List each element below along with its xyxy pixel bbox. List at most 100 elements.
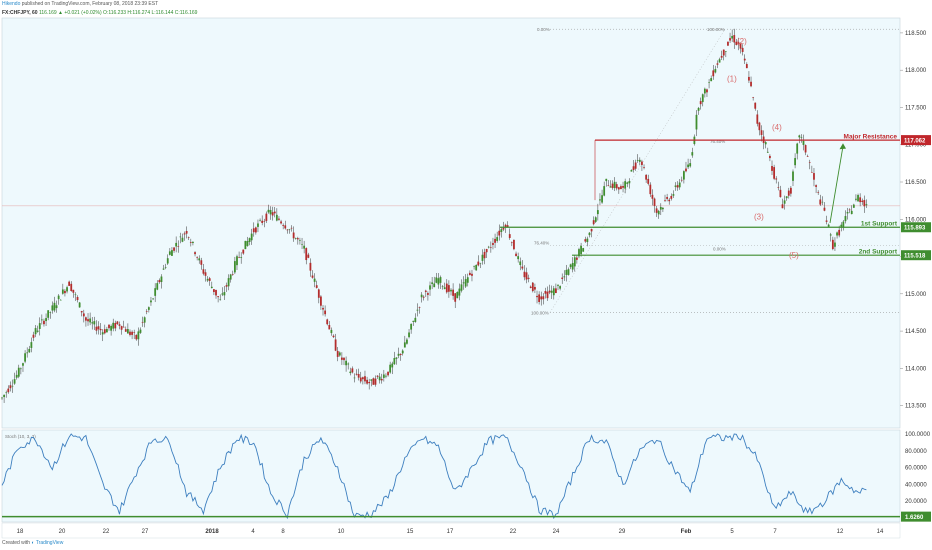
level-name-label: 2nd Support bbox=[859, 249, 898, 256]
candle-body bbox=[391, 363, 394, 368]
x-tick-label: 20 bbox=[59, 529, 66, 535]
candle-body bbox=[752, 97, 755, 98]
candle-body bbox=[382, 374, 385, 378]
candle-body bbox=[529, 286, 532, 288]
candle-body bbox=[634, 162, 637, 169]
candle-body bbox=[548, 290, 551, 293]
candle-body bbox=[282, 225, 285, 226]
x-tick-label: 17 bbox=[447, 529, 454, 535]
candle-body bbox=[586, 238, 589, 243]
chart-header: Hikendo published on TradingView.com, Fe… bbox=[2, 0, 602, 18]
candle-body bbox=[13, 379, 16, 384]
candle-body bbox=[697, 107, 700, 111]
candle-body bbox=[126, 329, 129, 334]
candle-body bbox=[299, 240, 301, 241]
candle-body bbox=[685, 168, 687, 172]
candle-body bbox=[244, 240, 247, 250]
candle-body bbox=[229, 274, 232, 280]
footer-created: Created with bbox=[2, 540, 31, 546]
candle-body bbox=[40, 319, 43, 321]
candle-body bbox=[309, 262, 312, 271]
candle-body bbox=[403, 342, 406, 348]
candle-body bbox=[36, 330, 39, 332]
candle-body bbox=[502, 227, 505, 230]
candle-body bbox=[206, 278, 209, 281]
candle-body bbox=[689, 163, 692, 167]
y-tick-label: 117.500 bbox=[905, 105, 927, 111]
candle-body bbox=[557, 284, 559, 286]
x-tick-label: 15 bbox=[407, 529, 414, 535]
candle-body bbox=[441, 286, 444, 287]
candle-body bbox=[433, 283, 436, 288]
candle-body bbox=[655, 208, 658, 213]
candle-body bbox=[691, 152, 694, 156]
candle-body bbox=[97, 326, 100, 330]
footer-brand[interactable]: TradingView bbox=[35, 540, 64, 546]
candle-body bbox=[754, 102, 757, 109]
candle-body bbox=[124, 329, 127, 332]
candle-body bbox=[326, 319, 329, 325]
main-panel-bg bbox=[1, 17, 901, 429]
candle-body bbox=[208, 278, 211, 281]
candle-body bbox=[338, 352, 341, 356]
candle-body bbox=[575, 257, 578, 260]
candle-body bbox=[550, 290, 553, 293]
candle-body bbox=[259, 219, 261, 221]
candle-body bbox=[727, 41, 729, 46]
candle-body bbox=[590, 228, 593, 232]
candle-body bbox=[120, 326, 123, 330]
candles-group bbox=[1, 28, 868, 403]
candle-body bbox=[106, 328, 108, 333]
candle-body bbox=[552, 288, 555, 296]
candle-body bbox=[815, 185, 817, 187]
candle-body bbox=[745, 64, 748, 69]
candle-body bbox=[712, 70, 715, 77]
y-tick-label: 118.500 bbox=[905, 31, 927, 37]
candle-body bbox=[699, 101, 702, 105]
candle-body bbox=[794, 158, 796, 166]
y-tick-label: 116.500 bbox=[905, 180, 927, 186]
candle-body bbox=[221, 293, 224, 295]
candle-body bbox=[850, 210, 853, 215]
candle-body bbox=[103, 329, 106, 334]
candle-body bbox=[378, 376, 381, 381]
candle-body bbox=[389, 364, 392, 373]
candle-body bbox=[368, 381, 371, 384]
candle-body bbox=[99, 328, 102, 331]
candle-body bbox=[613, 181, 616, 189]
candle-body bbox=[733, 35, 736, 43]
candle-body bbox=[641, 161, 643, 165]
level-price-label: 115.893 bbox=[904, 225, 926, 231]
candle-body bbox=[250, 233, 253, 241]
candle-body bbox=[611, 183, 614, 188]
candle-body bbox=[647, 178, 650, 184]
candle-body bbox=[129, 331, 131, 335]
candle-body bbox=[87, 319, 89, 322]
candle-body bbox=[78, 302, 81, 308]
candle-body bbox=[66, 287, 68, 292]
x-tick-label: 4 bbox=[251, 529, 255, 535]
projection-arrow-line bbox=[829, 146, 844, 224]
candle-body bbox=[422, 296, 425, 298]
candle-body bbox=[787, 190, 790, 196]
author-link[interactable]: Hikendo bbox=[2, 1, 21, 7]
candle-body bbox=[628, 181, 631, 184]
candle-body bbox=[825, 220, 828, 222]
candle-body bbox=[460, 284, 463, 291]
candle-body bbox=[569, 264, 572, 268]
candle-body bbox=[454, 293, 457, 302]
candle-body bbox=[609, 186, 612, 188]
candle-body bbox=[387, 371, 389, 376]
x-tick-label: 22 bbox=[510, 529, 517, 535]
candle-body bbox=[810, 172, 813, 173]
candle-body bbox=[674, 185, 677, 187]
candle-body bbox=[513, 239, 515, 250]
candle-body bbox=[223, 292, 226, 296]
candle-body bbox=[200, 260, 203, 265]
candle-body bbox=[802, 140, 805, 145]
candle-body bbox=[865, 204, 868, 206]
candle-body bbox=[294, 238, 297, 239]
candle-body bbox=[701, 94, 704, 103]
x-tick-label: 12 bbox=[837, 529, 844, 535]
